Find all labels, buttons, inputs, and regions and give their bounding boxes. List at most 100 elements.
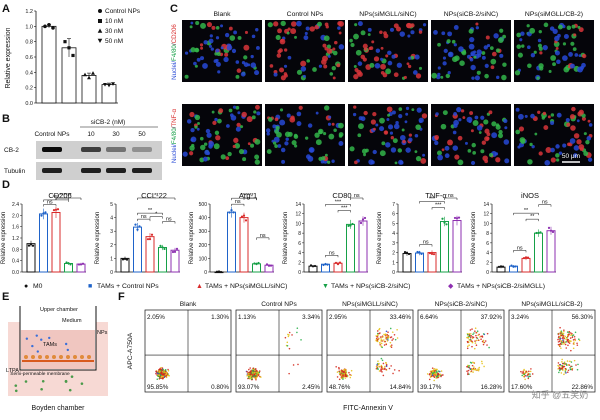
c-cell <box>555 153 560 158</box>
c-cell <box>189 151 194 156</box>
c-cell <box>374 62 381 69</box>
f-event-dot <box>569 368 572 371</box>
c-cell <box>304 31 308 36</box>
c-cell <box>414 54 420 60</box>
f-event-dot <box>391 339 393 341</box>
f-event-dot <box>379 343 381 346</box>
d-sig-bracket <box>325 255 339 258</box>
c-cell <box>184 74 189 79</box>
c-cell <box>216 51 221 57</box>
f-event-dot <box>168 374 170 377</box>
c-row-label: Nuclei/F4/80/TNF-α <box>171 109 178 164</box>
c-cell <box>206 132 212 138</box>
b-band-tubulin <box>132 168 152 173</box>
f-event-dot <box>477 334 479 337</box>
e-label-tams: TAMs <box>43 342 57 348</box>
c-cell <box>190 21 194 25</box>
f-event-dot <box>565 347 568 349</box>
c-cell <box>497 37 504 44</box>
c-cell <box>240 71 246 77</box>
c-cell <box>568 52 573 57</box>
f-quadrant-ur: 56.30% <box>572 314 594 321</box>
f-plot-title: Blank <box>180 301 197 308</box>
e-np <box>64 342 68 346</box>
c-cell <box>490 58 497 65</box>
c-cell <box>321 59 327 65</box>
b-lane-label: 50 <box>138 131 146 138</box>
c-column-title: Blank <box>213 11 231 18</box>
watermark: 知乎 @五笑奶 <box>532 389 589 400</box>
c-cell <box>414 133 419 138</box>
f-event-dot <box>563 373 565 376</box>
f-event-dot <box>385 343 388 346</box>
d-point <box>457 216 461 219</box>
f-event-dot <box>570 365 572 368</box>
c-cell <box>287 55 292 60</box>
d-ytick-label: 100 <box>199 256 208 262</box>
f-event-dot <box>385 365 388 368</box>
c-cell <box>355 49 362 56</box>
c-cell <box>581 116 587 121</box>
c-cell <box>380 46 384 50</box>
c-scale-label: 50 μm <box>562 153 580 160</box>
f-event-dot <box>380 340 382 342</box>
c-cell <box>182 151 188 157</box>
c-cell <box>456 107 462 113</box>
a-point <box>71 53 75 58</box>
c-cell <box>484 63 489 68</box>
f-event-dot <box>522 375 525 378</box>
f-event-dot <box>573 341 575 344</box>
c-cell <box>453 123 458 128</box>
d-legend-label: TAMs + NPs(siCB-2/siNC) <box>331 283 410 290</box>
c-cell <box>204 149 210 155</box>
a-ytick-label: 0.2 <box>25 86 33 92</box>
c-cell <box>555 46 559 50</box>
c-cell <box>324 153 328 157</box>
c-cell <box>279 119 286 126</box>
f-event-dot <box>428 378 431 381</box>
f-event-dot <box>431 374 434 377</box>
c-cell <box>279 108 284 112</box>
c-cell <box>200 56 205 61</box>
f-event-dot <box>467 364 469 367</box>
c-row-label-part: CD206 <box>171 24 178 44</box>
c-cell <box>397 148 403 153</box>
c-cell <box>464 141 468 145</box>
c-cell <box>393 72 399 78</box>
c-cell <box>280 147 286 153</box>
d-point <box>232 211 235 214</box>
f-event-dot <box>393 334 396 336</box>
f-event-dot <box>522 372 525 374</box>
c-cell <box>392 138 398 144</box>
f-event-dot <box>348 371 350 374</box>
c-cell <box>554 50 560 56</box>
d-sig-label: ns <box>235 199 241 205</box>
c-cell <box>485 35 490 40</box>
c-cell <box>255 104 260 110</box>
e-tam-cell <box>45 355 49 359</box>
a-point <box>83 72 87 77</box>
f-event-dot <box>384 340 386 343</box>
f-event-dot <box>484 340 487 342</box>
f-event-dot <box>434 372 437 374</box>
d-sig-label: ns <box>47 200 53 206</box>
d-ytick-label: 0 <box>110 270 113 276</box>
c-cell <box>386 106 393 113</box>
c-cell <box>555 144 560 149</box>
f-event-dot <box>575 364 577 366</box>
c-cell <box>189 25 193 29</box>
f-event-dot <box>376 340 379 343</box>
f-event-dot <box>569 332 572 334</box>
c-cell <box>235 105 240 110</box>
f-event-dot <box>527 374 529 376</box>
f-event-dot <box>396 328 398 331</box>
c-cell <box>379 117 385 124</box>
f-plot-title: NPs(siCB-2/siNC) <box>435 301 488 308</box>
d-point <box>403 251 407 254</box>
f-event-dot <box>569 360 571 363</box>
c-cell <box>436 150 442 156</box>
c-cell <box>256 111 261 116</box>
d-point <box>351 222 354 226</box>
f-event-dot <box>474 368 477 371</box>
c-cell <box>202 63 208 69</box>
